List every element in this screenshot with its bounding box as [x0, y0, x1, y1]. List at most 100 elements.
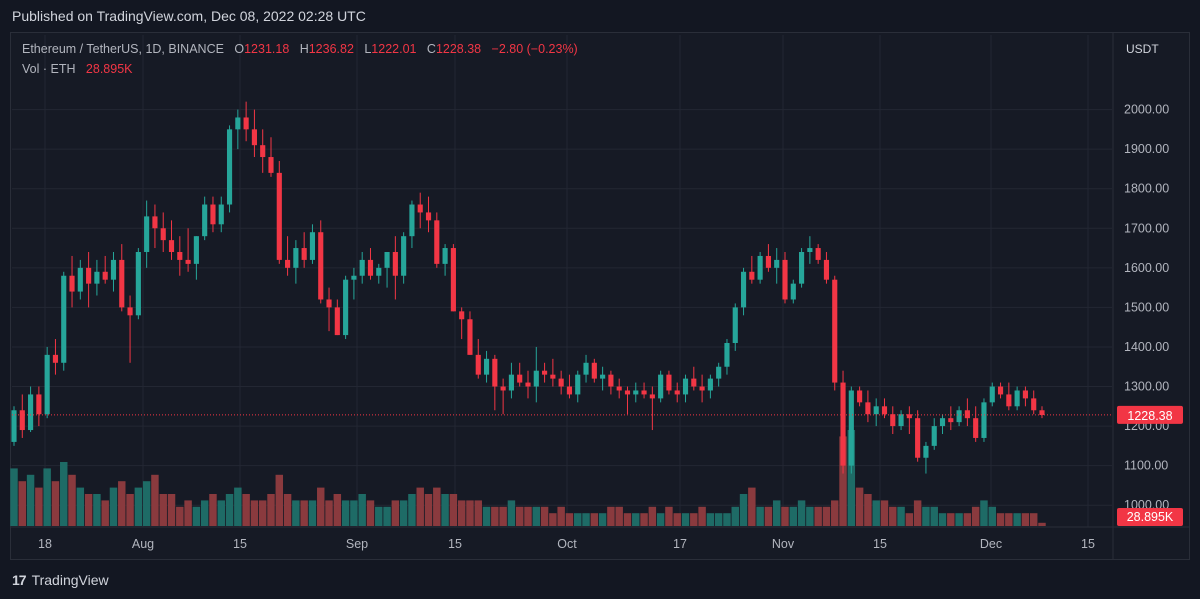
candle-body	[276, 172, 282, 260]
volume-bar	[524, 506, 532, 526]
candle-body	[202, 204, 208, 237]
x-tick-label: Aug	[132, 537, 154, 551]
volume-bar	[690, 513, 698, 526]
candle-body	[334, 307, 340, 336]
volume-bar	[283, 494, 292, 526]
candle-body	[135, 252, 141, 316]
candle-body	[981, 402, 987, 438]
candle-body	[931, 426, 937, 446]
symbol-label[interactable]: Ethereum / TetherUS, 1D, BINANCE	[22, 42, 224, 56]
volume-bar	[574, 513, 582, 526]
x-tick-label: 15	[873, 537, 887, 551]
y-tick-label: 1100.00	[1124, 459, 1168, 473]
volume-bar	[905, 513, 914, 526]
volume-bar	[258, 500, 267, 526]
volume-bar	[366, 500, 375, 526]
candle-body	[658, 374, 664, 399]
footer: 17 TradingView	[12, 572, 109, 588]
volume-bar	[1029, 513, 1038, 526]
y-tick-label: 2000.00	[1124, 103, 1169, 117]
candle-body	[1031, 398, 1037, 411]
candle-body	[691, 378, 697, 387]
volume-label[interactable]: Vol · ETH	[22, 62, 76, 76]
candle-body	[127, 307, 133, 316]
candle-body	[865, 402, 871, 415]
candle-body	[608, 374, 614, 387]
volume-bar	[897, 506, 905, 526]
candle-body	[1022, 390, 1028, 399]
candle-body	[633, 390, 639, 395]
volume-bar	[656, 513, 665, 526]
x-tick-label: 15	[1081, 537, 1095, 551]
volume-bar	[142, 481, 151, 526]
candle-body	[832, 279, 838, 383]
candle-body	[94, 271, 100, 284]
candle-body	[989, 386, 995, 403]
candle-body	[757, 255, 763, 280]
high-label: H	[299, 42, 309, 56]
candle-body	[790, 283, 796, 300]
volume-bar	[350, 500, 358, 526]
volume-bar	[457, 500, 466, 526]
chart-frame[interactable]	[10, 32, 1190, 560]
candle-body	[218, 204, 224, 225]
candle-body	[898, 414, 904, 427]
volume-bar	[26, 474, 35, 526]
volume-bar	[930, 506, 938, 526]
volume-bar	[375, 506, 383, 526]
volume-bar	[955, 513, 963, 526]
volume-bar	[449, 494, 458, 526]
volume-bar	[200, 500, 209, 526]
candle-body	[110, 259, 117, 280]
volume-bar	[308, 500, 317, 526]
candle-body	[997, 386, 1004, 395]
volume-bar	[383, 506, 391, 526]
candle-body	[716, 366, 722, 379]
volume-bar	[731, 506, 739, 526]
candle-body	[467, 319, 473, 355]
candle-body	[52, 354, 59, 363]
y-tick-label: 1500.00	[1124, 300, 1169, 314]
candle-body	[226, 129, 233, 205]
low-label: L	[364, 42, 372, 56]
candle-body	[102, 271, 108, 280]
volume-bar	[565, 513, 574, 526]
x-tick-label: 15	[233, 537, 247, 551]
volume-bar	[764, 506, 773, 526]
candle-body	[77, 267, 83, 292]
axis-currency[interactable]: USDT	[1126, 42, 1159, 56]
candle-body	[973, 418, 979, 438]
candle-body	[268, 157, 274, 173]
candle-body	[558, 378, 564, 387]
candle-body	[566, 386, 573, 395]
candle-body	[475, 354, 481, 375]
volume-bar	[632, 513, 640, 526]
volume-bar	[963, 513, 972, 526]
volume-bar	[515, 506, 524, 526]
volume-bar	[267, 494, 275, 526]
candle-body	[740, 271, 747, 308]
candle-body	[799, 252, 805, 284]
volume-bar	[391, 500, 400, 526]
volume-bar	[176, 506, 184, 526]
candle-body	[384, 252, 390, 268]
x-tick-label: Nov	[772, 537, 795, 551]
volume-bar	[789, 506, 798, 526]
volume-bar	[723, 513, 731, 526]
candle-body	[19, 410, 25, 431]
candle-body	[649, 394, 655, 399]
volume-bar	[855, 487, 864, 526]
candle-body	[401, 236, 407, 276]
volume-bar	[499, 506, 507, 526]
candle-body	[840, 382, 846, 466]
candle-body	[682, 378, 689, 395]
volume-bar	[607, 506, 615, 526]
volume-bar	[839, 436, 847, 526]
volume-bar	[980, 500, 988, 526]
candle-body	[318, 232, 324, 300]
x-tick-label: Sep	[346, 537, 368, 551]
volume-bar	[590, 513, 599, 526]
candle-body	[890, 414, 896, 427]
candle-body	[707, 378, 713, 391]
